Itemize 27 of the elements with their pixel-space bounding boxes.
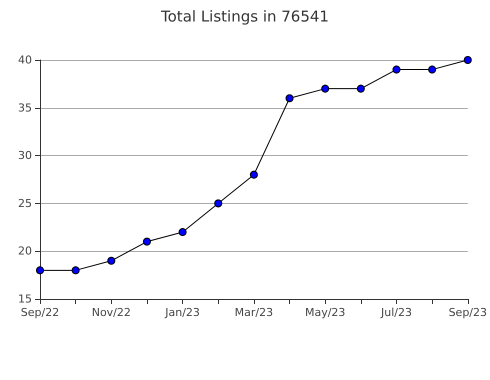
y-tick-label: 30 <box>18 149 32 162</box>
x-tick-label: Jul/23 <box>380 306 412 319</box>
point <box>286 94 294 102</box>
x-tick-label: Nov/22 <box>92 306 131 319</box>
point <box>392 66 400 74</box>
point <box>142 238 151 246</box>
point <box>214 199 222 208</box>
y-tick-label: 25 <box>18 196 32 210</box>
y-tick-label: 35 <box>18 101 32 114</box>
point <box>321 84 330 93</box>
point <box>178 228 187 236</box>
point <box>36 266 44 274</box>
x-tick-label: Mar/23 <box>234 306 274 319</box>
y-tick-label: 20 <box>18 244 32 258</box>
point <box>464 56 472 64</box>
y-tick-label: 40 <box>18 54 32 66</box>
point <box>72 266 80 274</box>
chart-title: Total Listings in 76541 <box>160 8 329 26</box>
point <box>250 170 258 179</box>
y-tick-label: 15 <box>18 292 32 306</box>
point <box>356 84 365 93</box>
point <box>107 256 116 265</box>
x-tick-label: Jan/23 <box>164 306 200 319</box>
point <box>428 66 436 74</box>
x-tick-label: Sep/22 <box>20 306 60 319</box>
x-tick-label: May/23 <box>304 306 346 319</box>
x-tick-label: Sep/23 <box>448 306 487 319</box>
